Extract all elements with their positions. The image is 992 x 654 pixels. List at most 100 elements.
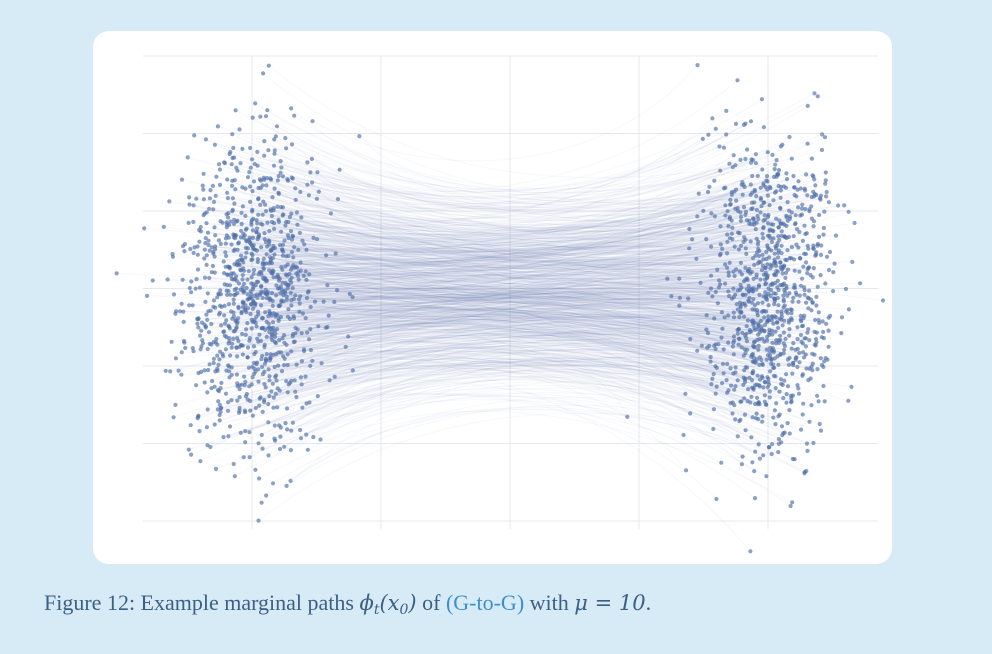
marginal-path bbox=[299, 303, 818, 397]
marginal-path bbox=[268, 295, 730, 329]
source-point bbox=[198, 459, 203, 464]
source-point bbox=[238, 235, 243, 240]
target-point bbox=[736, 247, 742, 252]
target-point bbox=[804, 300, 809, 305]
source-point bbox=[253, 405, 258, 411]
marginal-path bbox=[240, 269, 722, 339]
source-point bbox=[270, 381, 275, 386]
target-point bbox=[810, 368, 815, 373]
source-point bbox=[233, 276, 238, 281]
marginal-path bbox=[261, 291, 750, 299]
target-point bbox=[757, 253, 762, 258]
target-point bbox=[709, 273, 714, 278]
target-point bbox=[811, 189, 816, 194]
source-point bbox=[216, 399, 221, 404]
marginal-path bbox=[198, 326, 770, 385]
target-point bbox=[745, 365, 750, 370]
marginal-path bbox=[252, 209, 780, 249]
source-point bbox=[286, 382, 291, 387]
target-point bbox=[822, 209, 827, 214]
marginal-path bbox=[251, 133, 823, 224]
target-point bbox=[821, 225, 827, 231]
marginal-path bbox=[325, 254, 790, 337]
source-point bbox=[192, 133, 197, 138]
marginal-path bbox=[280, 364, 732, 428]
target-point bbox=[723, 262, 728, 267]
target-point bbox=[755, 301, 761, 306]
source-point bbox=[197, 239, 202, 244]
marginal-path bbox=[245, 363, 776, 411]
source-point bbox=[174, 309, 179, 314]
marginal-path bbox=[253, 189, 737, 250]
target-point bbox=[758, 318, 764, 323]
marginal-path bbox=[213, 194, 743, 230]
source-point bbox=[268, 248, 273, 253]
marginal-path bbox=[279, 375, 784, 450]
marginal-path bbox=[215, 325, 745, 350]
source-point bbox=[236, 240, 241, 245]
marginal-path bbox=[181, 179, 704, 229]
section-link[interactable]: (G-to-G) bbox=[445, 590, 525, 615]
target-point bbox=[776, 225, 781, 230]
marginal-path bbox=[248, 270, 768, 280]
target-point bbox=[773, 291, 778, 296]
target-point bbox=[783, 336, 788, 342]
source-point bbox=[219, 323, 224, 328]
marginal-path bbox=[220, 360, 798, 413]
target-point bbox=[807, 209, 812, 214]
source-point bbox=[305, 330, 310, 335]
target-point bbox=[772, 272, 777, 277]
source-point bbox=[293, 325, 298, 330]
source-point bbox=[185, 155, 190, 160]
target-point bbox=[717, 253, 723, 258]
marginal-path bbox=[242, 202, 753, 280]
marginal-path bbox=[276, 276, 756, 331]
source-point bbox=[246, 269, 251, 274]
marginal-path bbox=[232, 123, 746, 210]
source-point bbox=[257, 292, 262, 297]
target-point bbox=[738, 243, 744, 248]
marginal-path bbox=[203, 189, 755, 348]
target-point bbox=[761, 294, 766, 299]
source-point bbox=[261, 175, 266, 180]
source-point bbox=[308, 304, 313, 310]
target-point bbox=[706, 132, 711, 137]
target-point bbox=[778, 377, 784, 382]
target-point bbox=[767, 233, 772, 238]
marginal-path bbox=[288, 222, 855, 260]
source-point bbox=[239, 210, 244, 215]
target-point bbox=[769, 239, 775, 245]
source-point bbox=[251, 306, 256, 311]
target-point bbox=[756, 416, 761, 422]
target-point bbox=[839, 331, 844, 336]
source-point bbox=[272, 137, 277, 142]
source-point bbox=[289, 106, 294, 111]
source-point bbox=[231, 221, 236, 226]
marginal-path bbox=[262, 358, 724, 450]
marginal-path bbox=[276, 259, 787, 330]
target-point bbox=[728, 202, 733, 207]
source-point bbox=[180, 277, 185, 282]
source-point bbox=[204, 425, 209, 430]
target-point bbox=[788, 307, 793, 312]
marginal-path bbox=[330, 213, 796, 359]
source-point bbox=[161, 224, 166, 229]
marginal-path bbox=[303, 290, 834, 352]
target-point bbox=[802, 285, 807, 290]
target-point bbox=[809, 308, 814, 313]
source-point bbox=[269, 213, 274, 219]
source-point bbox=[194, 196, 199, 201]
marginal-path bbox=[220, 372, 788, 424]
source-point bbox=[259, 284, 264, 289]
source-point bbox=[181, 319, 186, 324]
source-point bbox=[245, 345, 251, 350]
target-point bbox=[744, 339, 750, 344]
source-point bbox=[191, 349, 196, 354]
target-point bbox=[799, 206, 805, 211]
marginal-path bbox=[245, 304, 784, 354]
marginal-path bbox=[258, 412, 814, 521]
marginal-path bbox=[214, 144, 765, 217]
target-point bbox=[723, 203, 728, 208]
target-point bbox=[795, 227, 800, 232]
marginal-path bbox=[252, 345, 787, 378]
